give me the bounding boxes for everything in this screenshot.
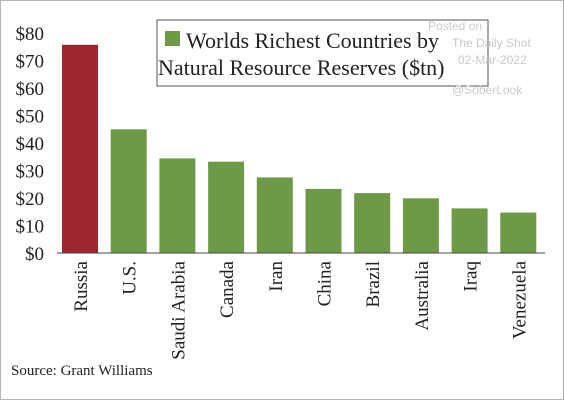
x-tick-label: Saudi Arabia xyxy=(168,260,189,359)
x-tick-label: Venezuela xyxy=(509,260,530,339)
x-tick-label: Australia xyxy=(412,260,433,330)
legend-line-2: Natural Resource Reserves ($tn) xyxy=(158,55,445,80)
bar-brazil xyxy=(354,193,391,253)
x-tick-label: Canada xyxy=(217,260,238,318)
x-tick-label: Russia xyxy=(71,260,92,311)
legend-line-1: Worlds Richest Countries by xyxy=(186,28,439,53)
legend-box xyxy=(156,19,489,87)
y-tick-label: $30 xyxy=(16,162,45,183)
y-tick-label: $60 xyxy=(16,79,45,100)
bar-canada xyxy=(208,161,245,253)
x-tick-label: Iran xyxy=(266,261,287,292)
bar-russia xyxy=(62,44,98,253)
bars xyxy=(62,44,537,254)
watermark: Posted on The Daily Shot 02-Mar-2022 @So… xyxy=(428,19,531,97)
y-tick-label: $0 xyxy=(25,244,44,265)
y-tick-label: $10 xyxy=(16,217,45,238)
bar-iran xyxy=(256,177,293,253)
x-tick-label: U.S. xyxy=(120,261,141,295)
watermark-line-1: Posted on xyxy=(428,19,482,33)
bar-iraq xyxy=(451,208,488,253)
bar-saudi-arabia xyxy=(159,158,196,253)
watermark-line-2: The Daily Shot xyxy=(452,36,531,50)
watermark-line-3: 02-Mar-2022 xyxy=(458,53,527,67)
legend: Worlds Richest Countries by Natural Reso… xyxy=(156,19,489,87)
bar-venezuela xyxy=(500,212,537,253)
y-tick-label: $70 xyxy=(16,52,45,73)
x-tick-label: Iraq xyxy=(461,261,482,292)
y-tick-label: $50 xyxy=(16,107,45,128)
bar-china xyxy=(305,188,342,253)
legend-swatch xyxy=(165,31,180,46)
y-tick-label: $20 xyxy=(16,189,45,210)
bar-australia xyxy=(402,198,439,253)
x-axis: Russia U.S. Saudi Arabia Canada Iran China Bra… xyxy=(71,260,530,359)
y-tick-label: $40 xyxy=(16,134,45,155)
bar-u-s xyxy=(110,129,147,254)
watermark-line-4: @SoberLook xyxy=(452,83,523,97)
y-tick-label: $80 xyxy=(16,24,45,45)
y-axis: $0 $10 $20 $30 $40 $50 $60 $70 $80 xyxy=(16,24,45,265)
x-tick-label: Brazil xyxy=(363,261,384,307)
x-tick-label: China xyxy=(315,260,336,306)
source-note: Source: Grant Williams xyxy=(11,363,153,379)
